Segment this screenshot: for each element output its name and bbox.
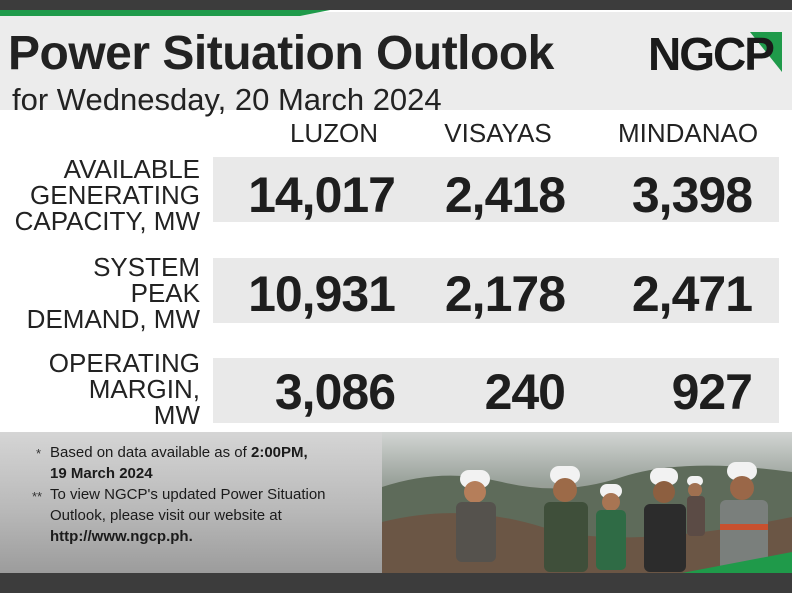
linemen-team-photo [382,432,792,573]
page-subtitle: for Wednesday, 20 March 2024 [12,82,442,117]
row-band-capacity [213,157,779,222]
top-accent-stripe [0,10,330,16]
row-band-demand [213,258,779,323]
column-header-luzon: LUZON [289,118,379,148]
row-label-line: AVAILABLE [63,154,200,184]
note-text: Based on data available as of [50,444,251,461]
column-header-mindanao: MINDANAO [617,118,759,148]
website-link[interactable]: http://www.ngcp.ph. [50,528,193,545]
value-demand-luzon: 10,931 [248,266,396,322]
row-label-line: MW [153,400,200,430]
notes-panel: * Based on data available as of 2:00PM, … [0,432,382,573]
worker-figure [644,468,686,572]
ngcp-logo: NGCP [648,28,782,78]
worker-figure [456,470,496,562]
row-band-margin [213,358,779,423]
row-label-line: DEMAND, MW [26,304,200,334]
footer-panel: * Based on data available as of 2:00PM, … [0,432,792,573]
row-label-margin: OPERATING MARGIN, MW [0,350,200,428]
note-bold-time: 2:00PM, [250,444,308,461]
value-capacity-luzon: 14,017 [248,167,396,223]
worker-figure [596,484,626,570]
worker-figure [720,462,768,573]
header-band: Power Situation Outlook for Wednesday, 2… [0,12,792,117]
note-marker: ** [32,489,43,504]
row-label-line: MARGIN, [88,374,200,404]
note-2-line-2: Outlook, please visit our website at [50,507,282,524]
column-header-visayas: VISAYAS [444,118,552,148]
worker-figure [687,476,705,536]
row-label-capacity: AVAILABLE GENERATING CAPACITY, MW [0,156,200,234]
row-label-line: GENERATING [30,180,200,210]
note-1-line-2: 19 March 2024 [50,465,153,482]
value-demand-visayas: 2,178 [444,266,566,322]
value-capacity-mindanao: 3,398 [631,167,753,223]
row-label-line: CAPACITY, MW [14,206,200,236]
value-margin-mindanao: 927 [671,364,753,420]
bottom-dark-bar [0,573,792,593]
ngcp-logo-text: NGCP [648,28,774,78]
worker-figure [544,466,588,572]
top-dark-bar [0,0,792,10]
row-label-demand: SYSTEM PEAK DEMAND, MW [0,254,200,332]
value-capacity-visayas: 2,418 [444,167,566,223]
page-title: Power Situation Outlook [8,27,554,80]
row-label-line: OPERATING [48,348,200,378]
value-margin-visayas: 240 [484,364,566,420]
row-label-line: PEAK [130,278,200,308]
value-demand-mindanao: 2,471 [631,266,753,322]
note-2-line-1: To view NGCP's updated Power Situation [50,486,326,503]
note-marker: * [36,446,42,461]
value-margin-luzon: 3,086 [274,364,396,420]
note-1-line-1: Based on data available as of 2:00PM, [50,442,308,463]
row-label-line: SYSTEM [93,252,200,282]
